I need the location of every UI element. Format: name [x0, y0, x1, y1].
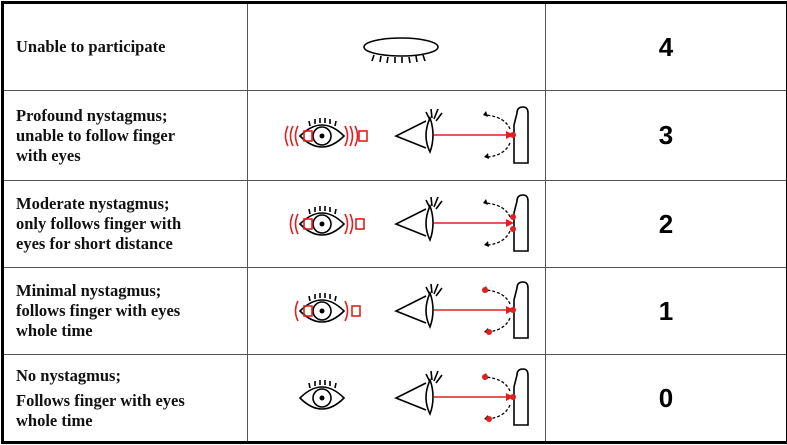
row-score: 0 — [546, 355, 787, 443]
row-score: 3 — [546, 91, 787, 181]
minimal-nystagmus — [248, 268, 546, 354]
label-line: Unable to participate — [16, 37, 247, 57]
row: Minimal nystagmus;follows finger with ey… — [3, 268, 787, 355]
row-score: 2 — [546, 181, 787, 268]
moderate-nystagmus — [248, 181, 546, 267]
row-score: 4 — [546, 3, 787, 91]
label-line: only follows finger with — [16, 214, 247, 234]
label-line: unable to follow finger — [16, 126, 247, 146]
label-line: Follows finger with eyes — [16, 391, 247, 411]
label-line: No nystagmus; — [16, 366, 247, 386]
row-score: 1 — [546, 268, 787, 355]
illustration — [248, 355, 546, 443]
row-label: Unable to participate — [3, 3, 248, 91]
row: Moderate nystagmus;only follows finger w… — [3, 181, 787, 268]
row: Unable to participate 4 — [3, 3, 787, 91]
illustration — [248, 3, 546, 91]
illustration — [248, 268, 546, 355]
label-line: whole time — [16, 321, 247, 341]
row-label: Moderate nystagmus;only follows finger w… — [3, 181, 248, 268]
row-label: Profound nystagmus;unable to follow fing… — [3, 91, 248, 181]
label-line: Moderate nystagmus; — [16, 194, 247, 214]
row: Profound nystagmus;unable to follow fing… — [3, 91, 787, 181]
label-line: Minimal nystagmus; — [16, 281, 247, 301]
label-line: with eyes — [16, 146, 247, 166]
illustration — [248, 181, 546, 268]
label-line: follows finger with eyes — [16, 301, 247, 321]
label-line: Profound nystagmus; — [16, 106, 247, 126]
row-label: Minimal nystagmus;follows finger with ey… — [3, 268, 248, 355]
closed-eye — [248, 4, 546, 90]
label-line: eyes for short distance — [16, 234, 247, 254]
profound-nystagmus — [248, 93, 546, 179]
illustration — [248, 91, 546, 181]
label-line: whole time — [16, 411, 247, 431]
no-nystagmus — [248, 355, 546, 441]
